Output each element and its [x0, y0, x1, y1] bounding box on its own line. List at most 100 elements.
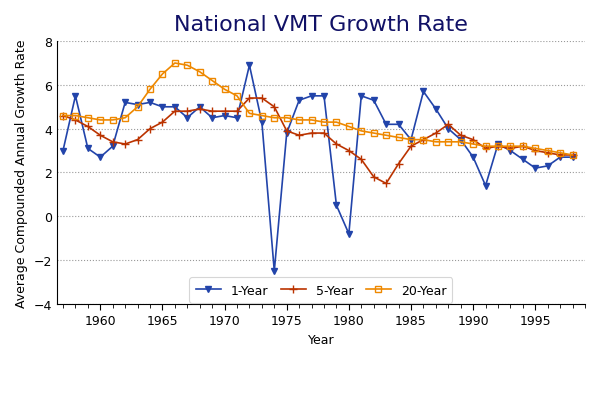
5-Year — [209, 109, 216, 114]
20-Year — [370, 131, 377, 136]
1-Year — [420, 90, 427, 95]
5-Year — [395, 162, 402, 167]
1-Year — [159, 105, 166, 110]
20-Year — [407, 138, 415, 143]
5-Year — [258, 96, 265, 101]
20-Year — [146, 88, 154, 93]
1-Year — [519, 158, 526, 162]
1-Year — [109, 144, 116, 149]
5-Year — [407, 144, 415, 149]
5-Year — [122, 142, 129, 147]
20-Year — [122, 116, 129, 121]
1-Year — [308, 94, 315, 99]
20-Year — [445, 140, 452, 145]
1-Year — [383, 123, 390, 128]
1-Year — [482, 184, 489, 188]
20-Year — [333, 120, 340, 125]
5-Year — [507, 147, 514, 152]
1-Year — [432, 107, 439, 112]
5-Year — [184, 109, 191, 114]
1-Year — [72, 94, 79, 99]
1-Year — [395, 123, 402, 128]
5-Year — [221, 109, 228, 114]
1-Year — [532, 166, 539, 171]
20-Year — [383, 134, 390, 138]
1-Year — [345, 232, 352, 237]
1-Year — [271, 269, 278, 274]
20-Year — [494, 144, 502, 149]
1-Year — [246, 64, 253, 69]
1-Year — [494, 142, 502, 147]
5-Year — [445, 123, 452, 128]
5-Year — [358, 158, 365, 162]
1-Year — [97, 155, 104, 160]
5-Year — [233, 109, 241, 114]
1-Year — [258, 120, 265, 125]
20-Year — [97, 118, 104, 123]
20-Year — [482, 144, 489, 149]
5-Year — [457, 134, 464, 138]
1-Year — [569, 155, 576, 160]
5-Year — [84, 125, 91, 130]
1-Year — [457, 138, 464, 143]
1-Year — [209, 116, 216, 121]
5-Year — [345, 149, 352, 154]
5-Year — [532, 149, 539, 154]
20-Year — [457, 140, 464, 145]
1-Year — [370, 99, 377, 103]
20-Year — [196, 70, 203, 75]
20-Year — [569, 153, 576, 158]
5-Year — [569, 153, 576, 158]
1-Year — [184, 116, 191, 121]
20-Year — [233, 94, 241, 99]
20-Year — [544, 149, 551, 154]
20-Year — [184, 64, 191, 69]
1-Year — [445, 127, 452, 132]
5-Year — [271, 105, 278, 110]
20-Year — [109, 118, 116, 123]
5-Year — [72, 118, 79, 123]
5-Year — [283, 129, 290, 134]
5-Year — [557, 153, 564, 158]
1-Year — [333, 203, 340, 208]
20-Year — [221, 88, 228, 93]
1-Year — [507, 149, 514, 154]
1-Year — [221, 114, 228, 119]
1-Year — [320, 94, 328, 99]
20-Year — [283, 116, 290, 121]
20-Year — [308, 118, 315, 123]
20-Year — [432, 140, 439, 145]
5-Year — [308, 131, 315, 136]
1-Year — [470, 155, 477, 160]
1-Year — [296, 99, 303, 103]
5-Year — [370, 175, 377, 180]
Y-axis label: Average Compounded Annual Growth Rate: Average Compounded Annual Growth Rate — [15, 39, 28, 307]
1-Year — [544, 164, 551, 169]
20-Year — [345, 125, 352, 130]
Line: 5-Year: 5-Year — [59, 95, 577, 188]
20-Year — [209, 79, 216, 84]
Line: 1-Year: 1-Year — [59, 63, 576, 275]
20-Year — [159, 72, 166, 77]
5-Year — [432, 131, 439, 136]
1-Year — [146, 101, 154, 105]
5-Year — [494, 144, 502, 149]
20-Year — [72, 114, 79, 119]
5-Year — [171, 109, 178, 114]
5-Year — [59, 114, 67, 119]
5-Year — [246, 96, 253, 101]
20-Year — [134, 105, 141, 110]
20-Year — [470, 142, 477, 147]
5-Year — [296, 134, 303, 138]
20-Year — [296, 118, 303, 123]
1-Year — [358, 94, 365, 99]
20-Year — [246, 111, 253, 116]
20-Year — [320, 120, 328, 125]
5-Year — [333, 142, 340, 147]
5-Year — [320, 131, 328, 136]
5-Year — [159, 120, 166, 125]
1-Year — [283, 131, 290, 136]
5-Year — [470, 138, 477, 143]
20-Year — [557, 151, 564, 156]
20-Year — [507, 144, 514, 149]
